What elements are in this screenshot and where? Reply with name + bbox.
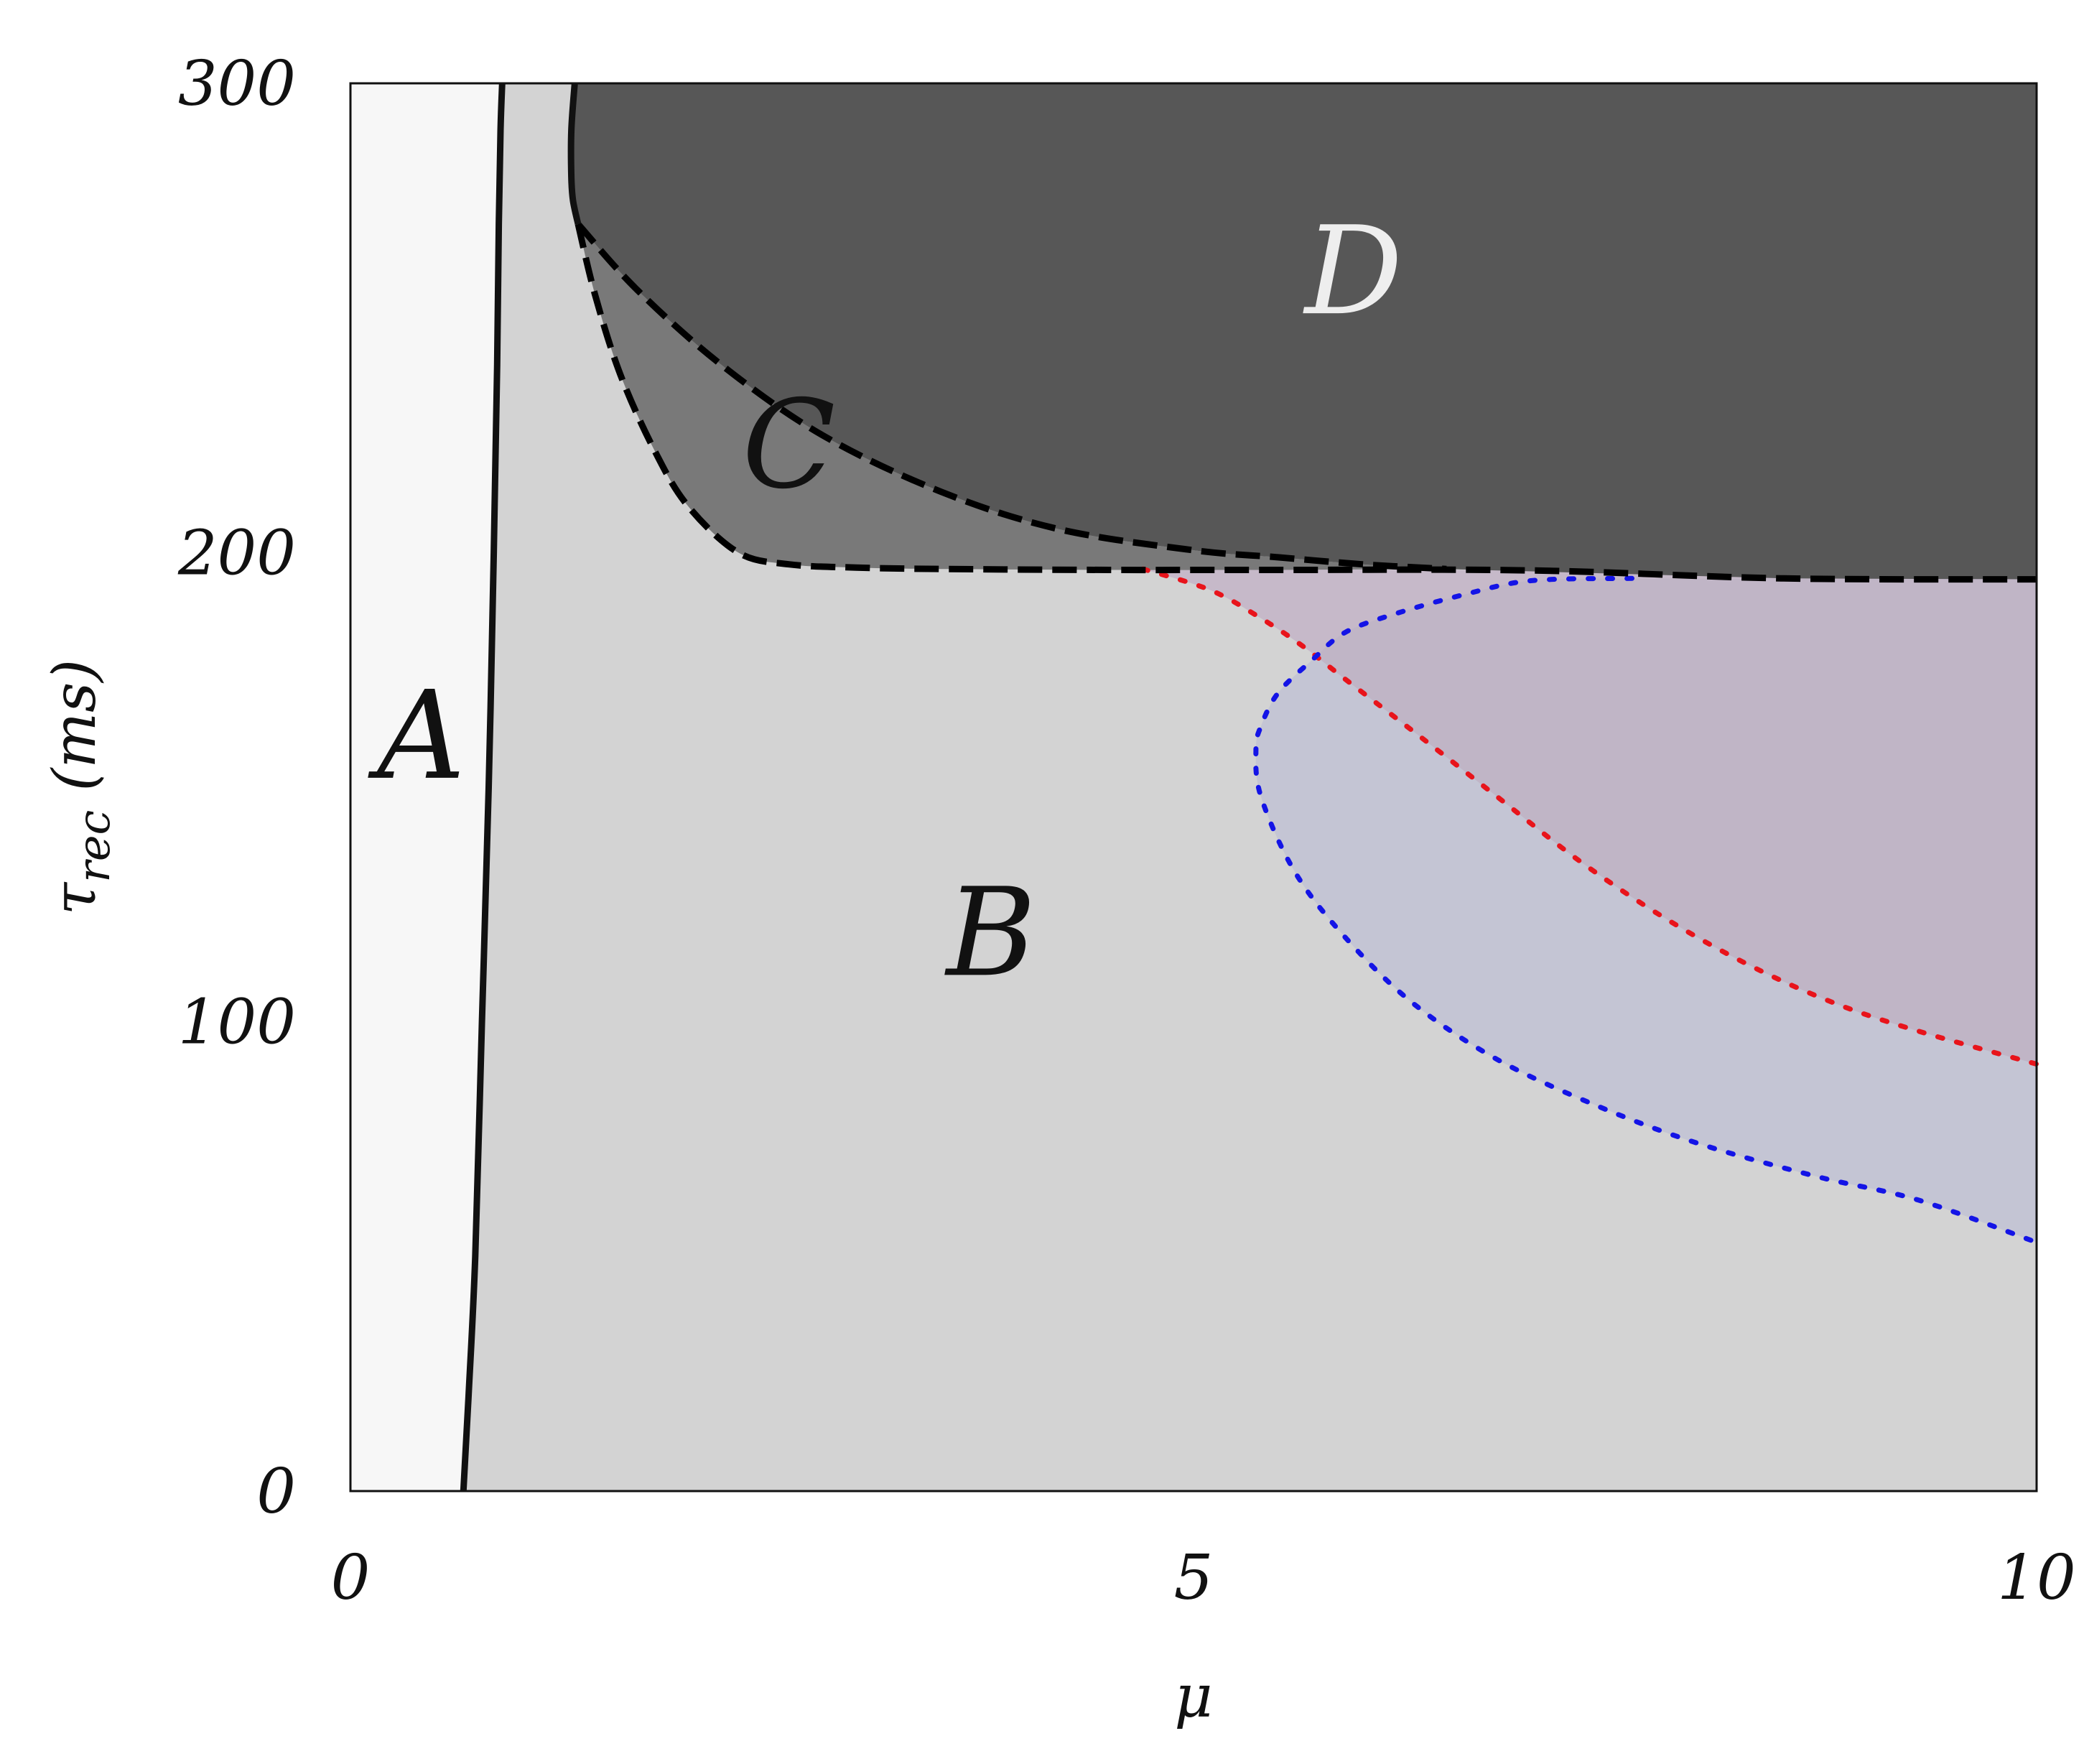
y-axis-label-main: τ xyxy=(41,881,109,915)
y-tick-label: 100 xyxy=(178,987,296,1059)
x-axis-ticks: 0 5 10 xyxy=(331,1542,2076,1614)
y-tick-label: 300 xyxy=(178,48,296,120)
region-d-fill xyxy=(571,83,2037,580)
region-a-label: A xyxy=(368,665,465,807)
y-axis-label-subscript: rec xyxy=(68,810,120,883)
a-b-boundary-curve xyxy=(460,83,506,1492)
x-axis-label: μ xyxy=(1174,1663,1212,1731)
x-tick-label: 0 xyxy=(331,1542,371,1614)
plot-frame xyxy=(349,82,2038,1493)
region-b-label: B xyxy=(944,862,1036,1004)
y-axis-ticks: 0 100 200 300 xyxy=(177,48,296,1528)
x-tick-label: 5 xyxy=(1174,1542,1214,1614)
region-c-fill xyxy=(578,224,1447,570)
y-tick-label: 0 xyxy=(256,1456,296,1528)
y-tick-label: 200 xyxy=(177,517,296,589)
region-d-label: D xyxy=(1303,200,1402,343)
plot-area: A B C D xyxy=(349,82,2039,1493)
red-boundary-curve xyxy=(1140,566,2039,1067)
y-axis-label: τrec (ms) xyxy=(41,659,120,915)
region-a-fill xyxy=(350,83,503,1491)
region-c-label: C xyxy=(742,374,835,516)
blue-boundary-curve xyxy=(1253,575,2039,1245)
x-tick-label: 10 xyxy=(1997,1542,2075,1614)
c-d-boundary-curve xyxy=(575,221,1447,572)
y-axis-label-unit: (ms) xyxy=(41,659,109,810)
d-left-boundary-curve xyxy=(567,83,582,226)
